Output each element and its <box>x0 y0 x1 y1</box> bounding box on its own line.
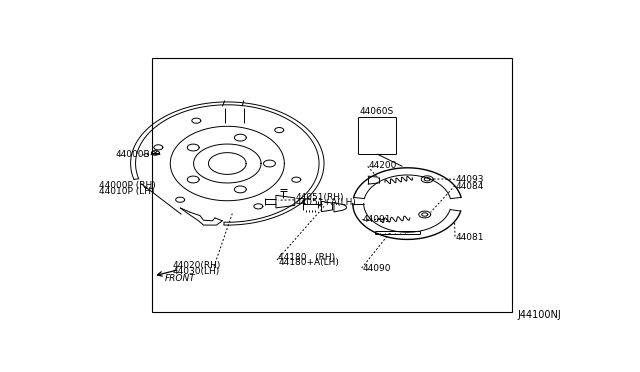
Text: 44180   (RH): 44180 (RH) <box>278 253 335 262</box>
Text: 44180+A(LH): 44180+A(LH) <box>278 259 339 267</box>
Text: 44020(RH): 44020(RH) <box>172 261 221 270</box>
Text: 44000B: 44000B <box>116 150 150 158</box>
Text: 44030(LH): 44030(LH) <box>173 267 220 276</box>
Text: 44090: 44090 <box>363 264 391 273</box>
Text: 44084: 44084 <box>456 182 484 191</box>
Text: 44091: 44091 <box>363 215 391 224</box>
Text: 44093: 44093 <box>456 175 484 185</box>
Text: 44000P (RH): 44000P (RH) <box>99 181 156 190</box>
Text: 44081: 44081 <box>456 232 484 242</box>
Text: 44060S: 44060S <box>360 108 394 116</box>
Text: J44100NJ: J44100NJ <box>517 310 561 320</box>
Text: FRONT: FRONT <box>164 273 195 283</box>
Text: 44051(RH): 44051(RH) <box>296 193 344 202</box>
Text: 44051+A(LH): 44051+A(LH) <box>296 198 356 207</box>
Text: 44010P (LH): 44010P (LH) <box>99 187 154 196</box>
Text: 44200: 44200 <box>369 161 397 170</box>
